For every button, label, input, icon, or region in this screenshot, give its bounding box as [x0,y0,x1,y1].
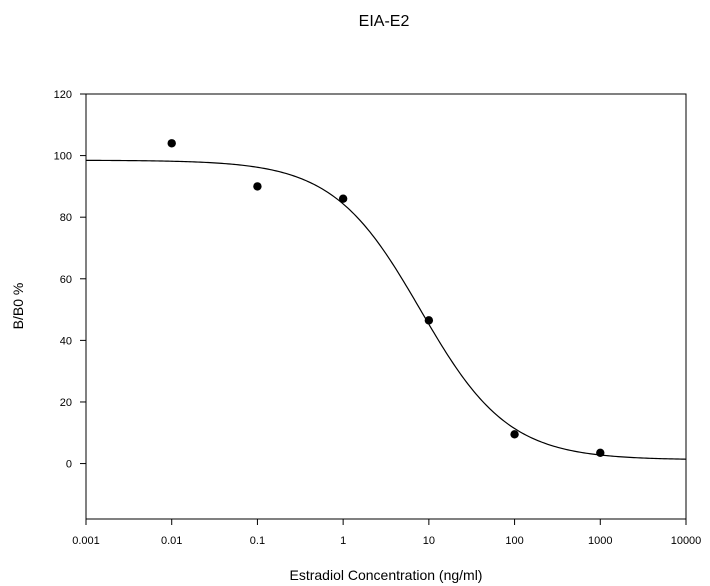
y-tick-label: 40 [60,335,72,347]
data-point [338,194,348,203]
y-tick-label: 80 [60,212,72,224]
data-point [253,182,262,191]
x-tick-label: 0.1 [250,535,265,547]
x-axis: 0.001 0.01 0.1 1 10 100 1000 10000 [72,519,701,547]
data-points [167,139,605,457]
x-tick-label: 1 [340,535,346,547]
y-axis: 0 20 40 60 80 100 120 [54,89,86,471]
x-tick-label: 0.01 [161,535,182,547]
data-point [596,448,605,457]
x-tick-label: 1000 [588,535,612,547]
x-tick-label: 0.001 [72,535,100,547]
y-tick-label: 100 [54,151,72,163]
x-tick-label: 10 [423,535,435,547]
chart-title: EIA-E2 [359,13,410,30]
y-tick-label: 60 [60,274,72,286]
data-point [167,139,176,148]
y-axis-label: B/B0 % [10,283,26,330]
data-point [424,316,434,325]
x-tick-label: 10000 [671,535,702,547]
x-tick-label: 100 [505,535,523,547]
plot-frame [85,93,687,520]
data-point [510,430,519,439]
y-tick-label: 20 [60,397,72,409]
y-tick-label: 0 [66,459,72,471]
x-axis-label: Estradiol Concentration (ng/ml) [290,567,483,583]
fit-curve [86,159,687,460]
y-tick-label: 120 [54,89,72,101]
